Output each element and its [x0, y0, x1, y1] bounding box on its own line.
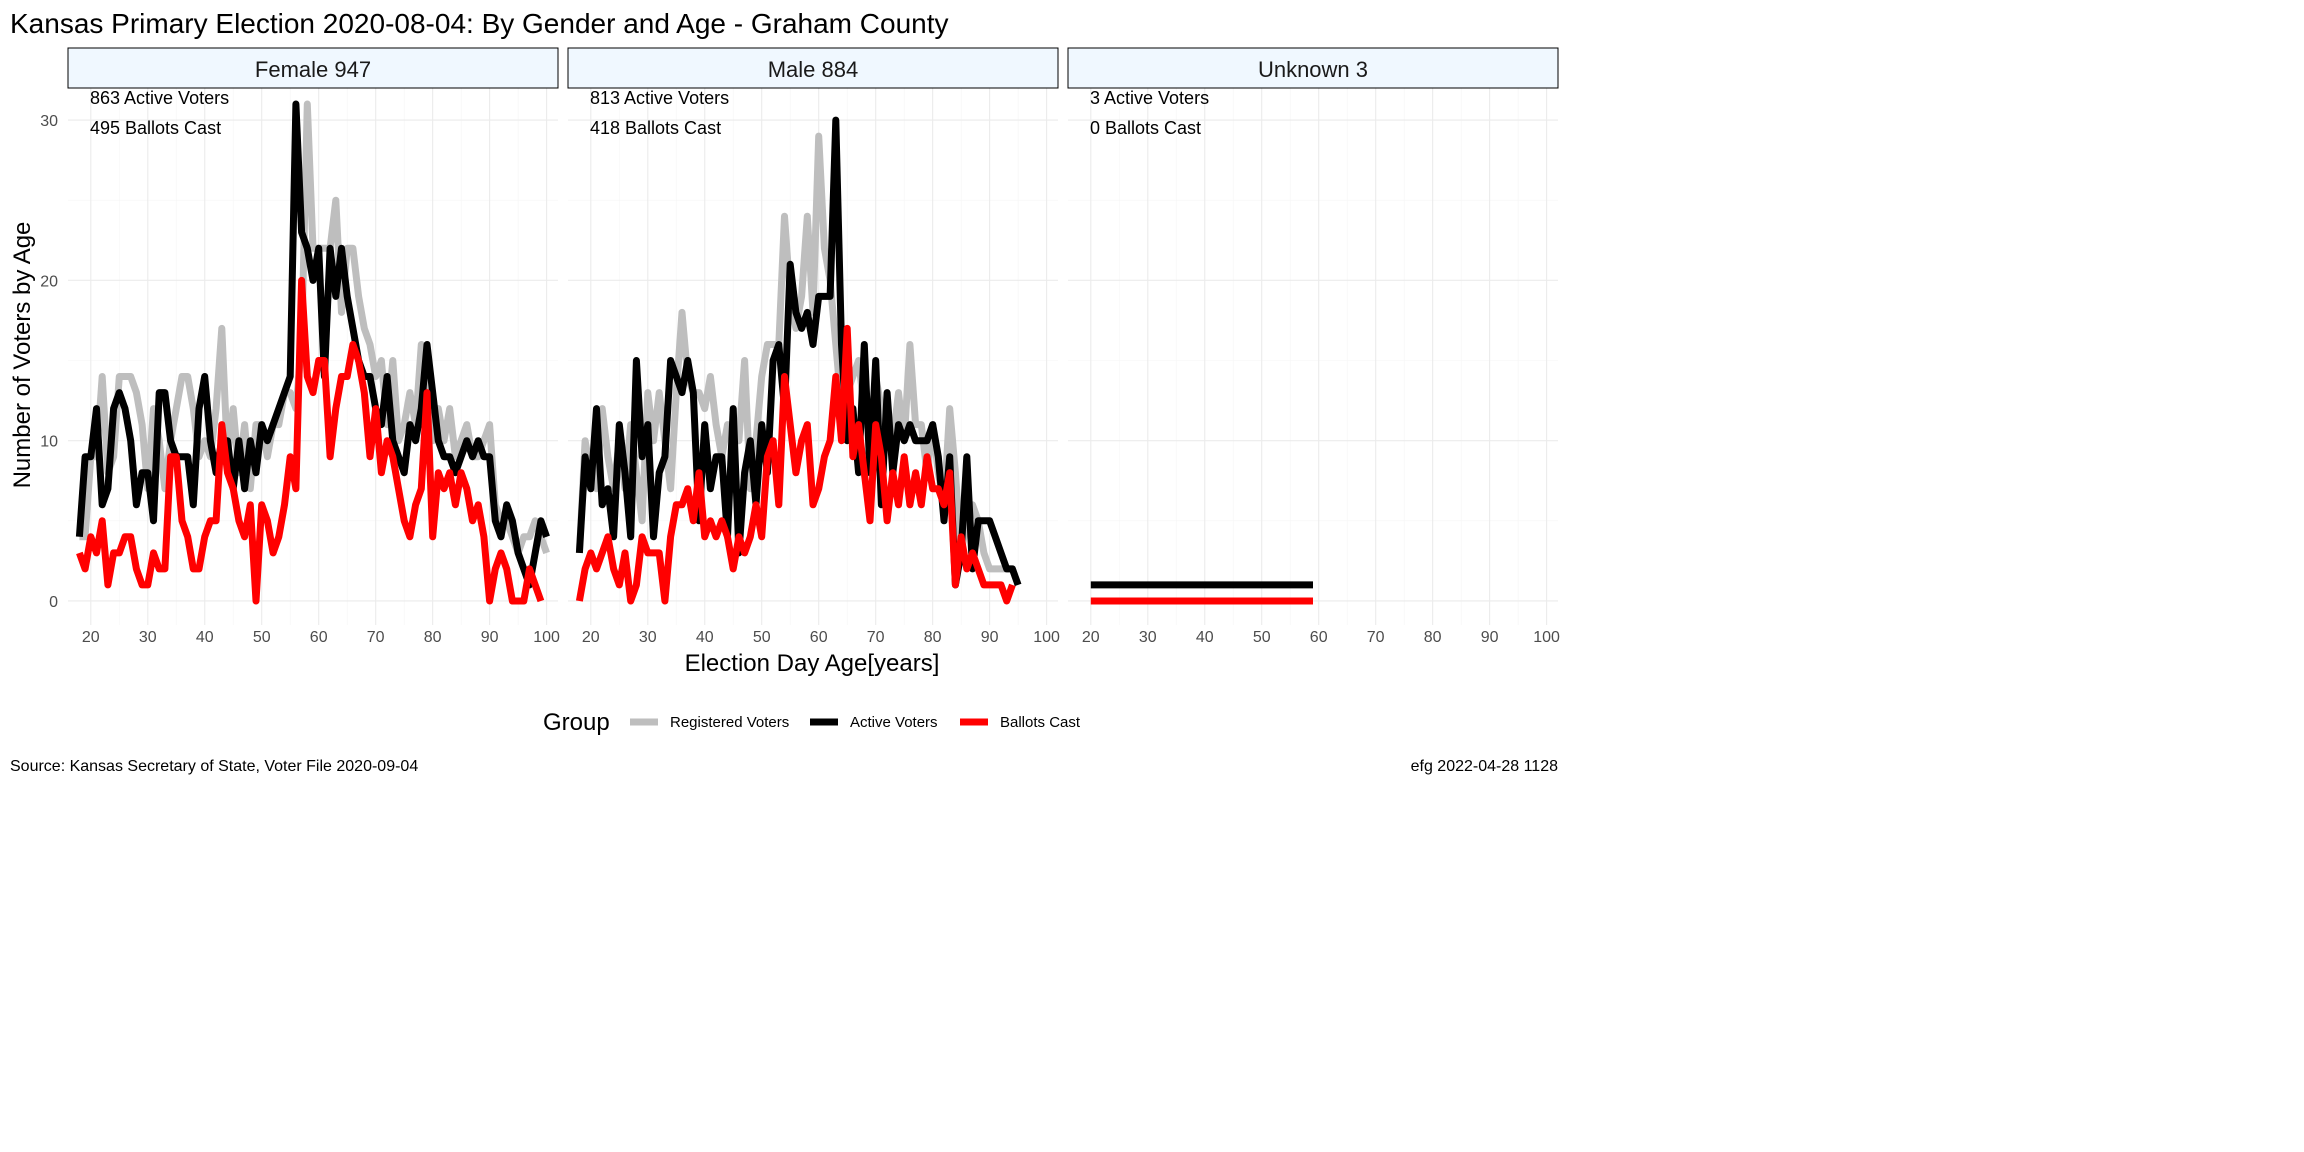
x-tick-label: 40 [696, 629, 714, 646]
series-line-active-voters [575, 116, 1022, 589]
series-line-active-voters [75, 100, 550, 589]
legend-title: Group [543, 709, 610, 736]
facet-strip-label: Female 947 [255, 57, 371, 82]
legend-label-active-voters: Active Voters [850, 714, 938, 731]
facet-strip [567, 47, 1059, 89]
x-tick-label: 100 [533, 629, 560, 646]
facet-panel-female-947: Female 947 863 Active Voters 495 Ballots C… [67, 47, 560, 646]
x-tick-label: 30 [1139, 629, 1157, 646]
credit-note: efg 2022-04-28 1128 [1411, 758, 1558, 775]
x-tick-label: 20 [582, 629, 600, 646]
x-tick-label: 60 [810, 629, 828, 646]
x-tick-label: 80 [1424, 629, 1442, 646]
source-note: Source: Kansas Secretary of State, Voter… [10, 758, 418, 775]
panel-annotation: 863 Active Voters [90, 88, 229, 108]
facet-panels: Female 947 863 Active Voters 495 Ballots C… [40, 47, 1560, 646]
x-tick-label: 40 [1196, 629, 1214, 646]
chart: Kansas Primary Election 2020-08-04: By G… [9, 8, 1560, 775]
facet-strip-label: Male 884 [768, 57, 859, 82]
facet-strip-label: Unknown 3 [1258, 57, 1368, 82]
legend-label-ballots-cast: Ballots Cast [1000, 714, 1081, 731]
x-tick-label: 60 [1310, 629, 1328, 646]
x-tick-label: 100 [1533, 629, 1560, 646]
facet-strip [67, 47, 559, 89]
legend-label-registered-voters: Registered Voters [670, 714, 789, 731]
y-tick-label: 0 [49, 594, 58, 611]
y-tick-label: 30 [40, 113, 58, 130]
x-tick-label: 40 [196, 629, 214, 646]
x-tick-label: 30 [639, 629, 657, 646]
y-tick-label: 10 [40, 434, 58, 451]
x-tick-label: 30 [139, 629, 157, 646]
panel-annotation: 495 Ballots Cast [90, 118, 221, 138]
panel-annotation: 418 Ballots Cast [590, 118, 721, 138]
facet-panel-male-884: Male 884 813 Active Voters 418 Ballots Cas… [567, 47, 1060, 646]
x-tick-label: 70 [867, 629, 885, 646]
series-line-ballots-cast [575, 324, 1016, 605]
x-tick-label: 80 [424, 629, 442, 646]
panel-annotation: 813 Active Voters [590, 88, 729, 108]
x-tick-label: 70 [1367, 629, 1385, 646]
panel-annotation: 3 Active Voters [1090, 88, 1209, 108]
x-tick-label: 50 [753, 629, 771, 646]
x-tick-label: 90 [1481, 629, 1499, 646]
y-tick-label: 20 [40, 273, 58, 290]
facet-strip [1067, 47, 1559, 89]
facet-panel-unknown-3: Unknown 3 3 Active Voters 0 Ballots Cast 20… [1067, 47, 1560, 646]
x-tick-label: 20 [82, 629, 100, 646]
legend: Group Registered Voters Active Voters Ball… [543, 709, 1081, 736]
x-tick-label: 90 [981, 629, 999, 646]
x-tick-label: 50 [253, 629, 271, 646]
x-tick-label: 60 [310, 629, 328, 646]
chart-title: Kansas Primary Election 2020-08-04: By G… [10, 8, 949, 39]
x-tick-label: 80 [924, 629, 942, 646]
x-tick-label: 50 [1253, 629, 1271, 646]
x-tick-label: 70 [367, 629, 385, 646]
panel-annotation: 0 Ballots Cast [1090, 118, 1201, 138]
x-tick-label: 90 [481, 629, 499, 646]
y-axis-label: Number of Voters by Age [9, 222, 36, 489]
x-tick-label: 20 [1082, 629, 1100, 646]
x-axis-label: Election Day Age[years] [685, 650, 940, 677]
series-line-ballots-cast [76, 276, 545, 605]
x-tick-label: 100 [1033, 629, 1060, 646]
